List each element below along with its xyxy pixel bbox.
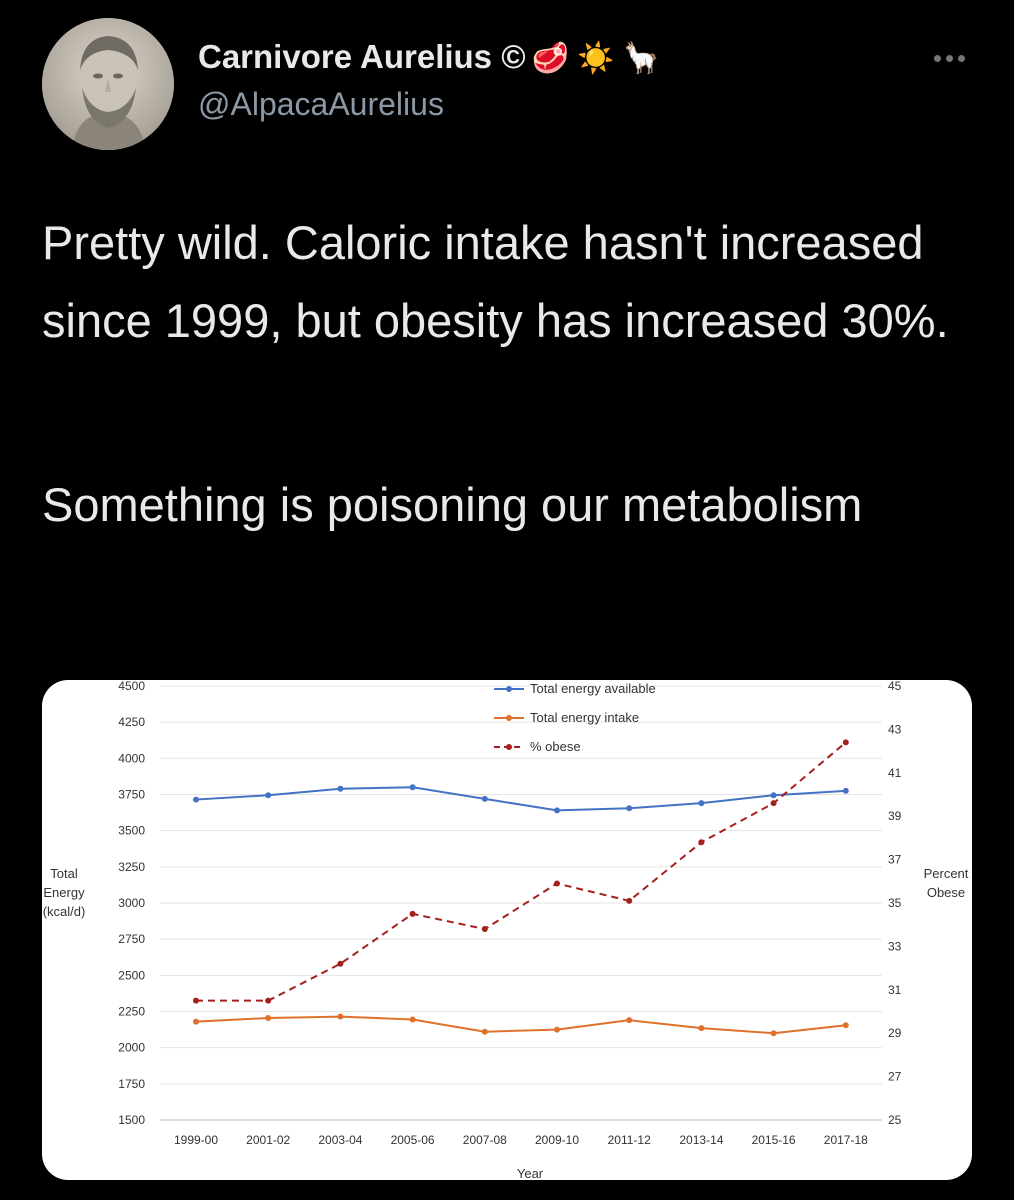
- data-point: [337, 960, 344, 967]
- data-point: [842, 787, 849, 794]
- x-tick-label: 2007-08: [463, 1133, 507, 1147]
- y-left-tick-label: 2500: [118, 968, 145, 982]
- y-left-tick-label: 2250: [118, 1005, 145, 1019]
- data-point: [265, 792, 272, 799]
- data-point: [193, 997, 199, 1004]
- data-point: [481, 1028, 488, 1035]
- y-left-tick-label: 4000: [118, 751, 145, 765]
- tweet-text-paragraph-1: Pretty wild. Caloric intake hasn't incre…: [42, 216, 949, 347]
- y-right-tick-label: 45: [888, 680, 902, 693]
- data-point: [265, 997, 272, 1004]
- data-point: [626, 897, 633, 904]
- y-right-axis-title: Percent: [924, 866, 969, 881]
- y-left-axis-title: (kcal/d): [43, 904, 86, 919]
- data-point: [626, 805, 633, 812]
- data-point: [554, 1026, 560, 1033]
- legend-marker: [506, 686, 512, 692]
- y-left-axis-title: Energy: [43, 885, 85, 900]
- y-left-tick-label: 1750: [118, 1077, 145, 1091]
- data-point: [193, 796, 199, 803]
- data-point: [770, 800, 777, 807]
- y-left-tick-label: 3250: [118, 860, 145, 874]
- x-tick-label: 2001-02: [246, 1133, 290, 1147]
- dot: [957, 54, 965, 62]
- legend-marker: [506, 744, 512, 750]
- more-horizontal-icon[interactable]: [924, 44, 974, 72]
- tweet-text-paragraph-2: Something is poisoning our metabolism: [42, 478, 863, 531]
- author-avatar[interactable]: [42, 18, 174, 150]
- author-handle[interactable]: @AlpacaAurelius: [198, 86, 444, 122]
- data-point: [554, 880, 560, 887]
- data-point: [337, 1013, 344, 1020]
- y-right-tick-label: 25: [888, 1113, 902, 1127]
- data-point: [409, 910, 416, 917]
- y-right-tick-label: 31: [888, 983, 902, 997]
- y-left-tick-label: 3750: [118, 788, 145, 802]
- y-right-tick-label: 43: [888, 722, 902, 736]
- y-left-tick-label: 2000: [118, 1041, 145, 1055]
- dot: [945, 54, 953, 62]
- x-tick-label: 2005-06: [391, 1133, 435, 1147]
- chart-svg: 4500 4250 4000 3750 3500 3250 3000 2750 2500 2250…: [43, 680, 969, 1180]
- data-point: [770, 792, 777, 799]
- data-point: [265, 1015, 272, 1022]
- author-name[interactable]: Carnivore Aurelius © 🥩 ☀️ 🦙: [198, 38, 660, 76]
- y-right-tick-label: 37: [888, 853, 902, 867]
- y-left-tick-label: 1500: [118, 1113, 145, 1127]
- y-right-axis-title: Obese: [927, 885, 965, 900]
- legend-marker: [506, 715, 512, 721]
- y-left-tick-label: 2750: [118, 932, 145, 946]
- series-line: [195, 1015, 846, 1035]
- x-tick-label: 2015-16: [752, 1133, 796, 1147]
- chart-image[interactable]: 4500 4250 4000 3750 3500 3250 3000 2750 2500 2250…: [42, 680, 972, 1180]
- y-left-axis-title: Total: [50, 866, 78, 881]
- author-name-text: Carnivore Aurelius ©: [198, 38, 526, 75]
- x-axis-title: Year: [517, 1166, 544, 1180]
- marcus-aurelius-bust-avatar: [42, 18, 174, 150]
- y-left-tick-label: 3500: [118, 824, 145, 838]
- data-point: [337, 785, 344, 792]
- data-point: [481, 795, 488, 802]
- legend-label: Total energy intake: [530, 710, 639, 725]
- data-point: [626, 1017, 633, 1024]
- data-point: [698, 800, 705, 807]
- x-tick-label: 2013-14: [679, 1133, 723, 1147]
- data-point: [842, 739, 849, 746]
- x-tick-label: 2011-12: [608, 1133, 651, 1147]
- data-point: [193, 1018, 199, 1025]
- data-point: [698, 1025, 705, 1032]
- y-left-tick-label: 3000: [118, 896, 145, 910]
- x-tick-label: 2009-10: [535, 1133, 579, 1147]
- legend-label: Total energy available: [530, 681, 656, 696]
- data-point: [554, 807, 560, 814]
- x-tick-label: 2003-04: [318, 1133, 362, 1147]
- data-point: [842, 1022, 849, 1029]
- y-right-tick-label: 39: [888, 809, 902, 823]
- y-right-tick-label: 33: [888, 939, 902, 953]
- x-tick-label: 2017-18: [824, 1133, 868, 1147]
- series-line: [196, 741, 847, 1002]
- dot: [933, 54, 941, 62]
- series-line: [195, 786, 846, 812]
- data-point: [409, 784, 416, 791]
- data-point: [698, 839, 705, 846]
- data-point: [481, 926, 488, 933]
- data-point: [409, 1016, 416, 1023]
- chart: 4500 4250 4000 3750 3500 3250 3000 2750 2500 2250…: [42, 680, 972, 1180]
- y-right-tick-label: 29: [888, 1026, 902, 1040]
- y-right-tick-label: 41: [888, 766, 902, 780]
- y-left-tick-label: 4250: [118, 715, 145, 729]
- name-emoji-icons: 🥩 ☀️ 🦙: [531, 42, 661, 75]
- data-point: [770, 1030, 777, 1037]
- legend-label: % obese: [530, 739, 581, 754]
- x-tick-label: 1999-00: [174, 1133, 218, 1147]
- y-left-tick-label: 4500: [118, 680, 145, 693]
- y-right-tick-label: 27: [888, 1070, 902, 1084]
- y-right-tick-label: 35: [888, 896, 902, 910]
